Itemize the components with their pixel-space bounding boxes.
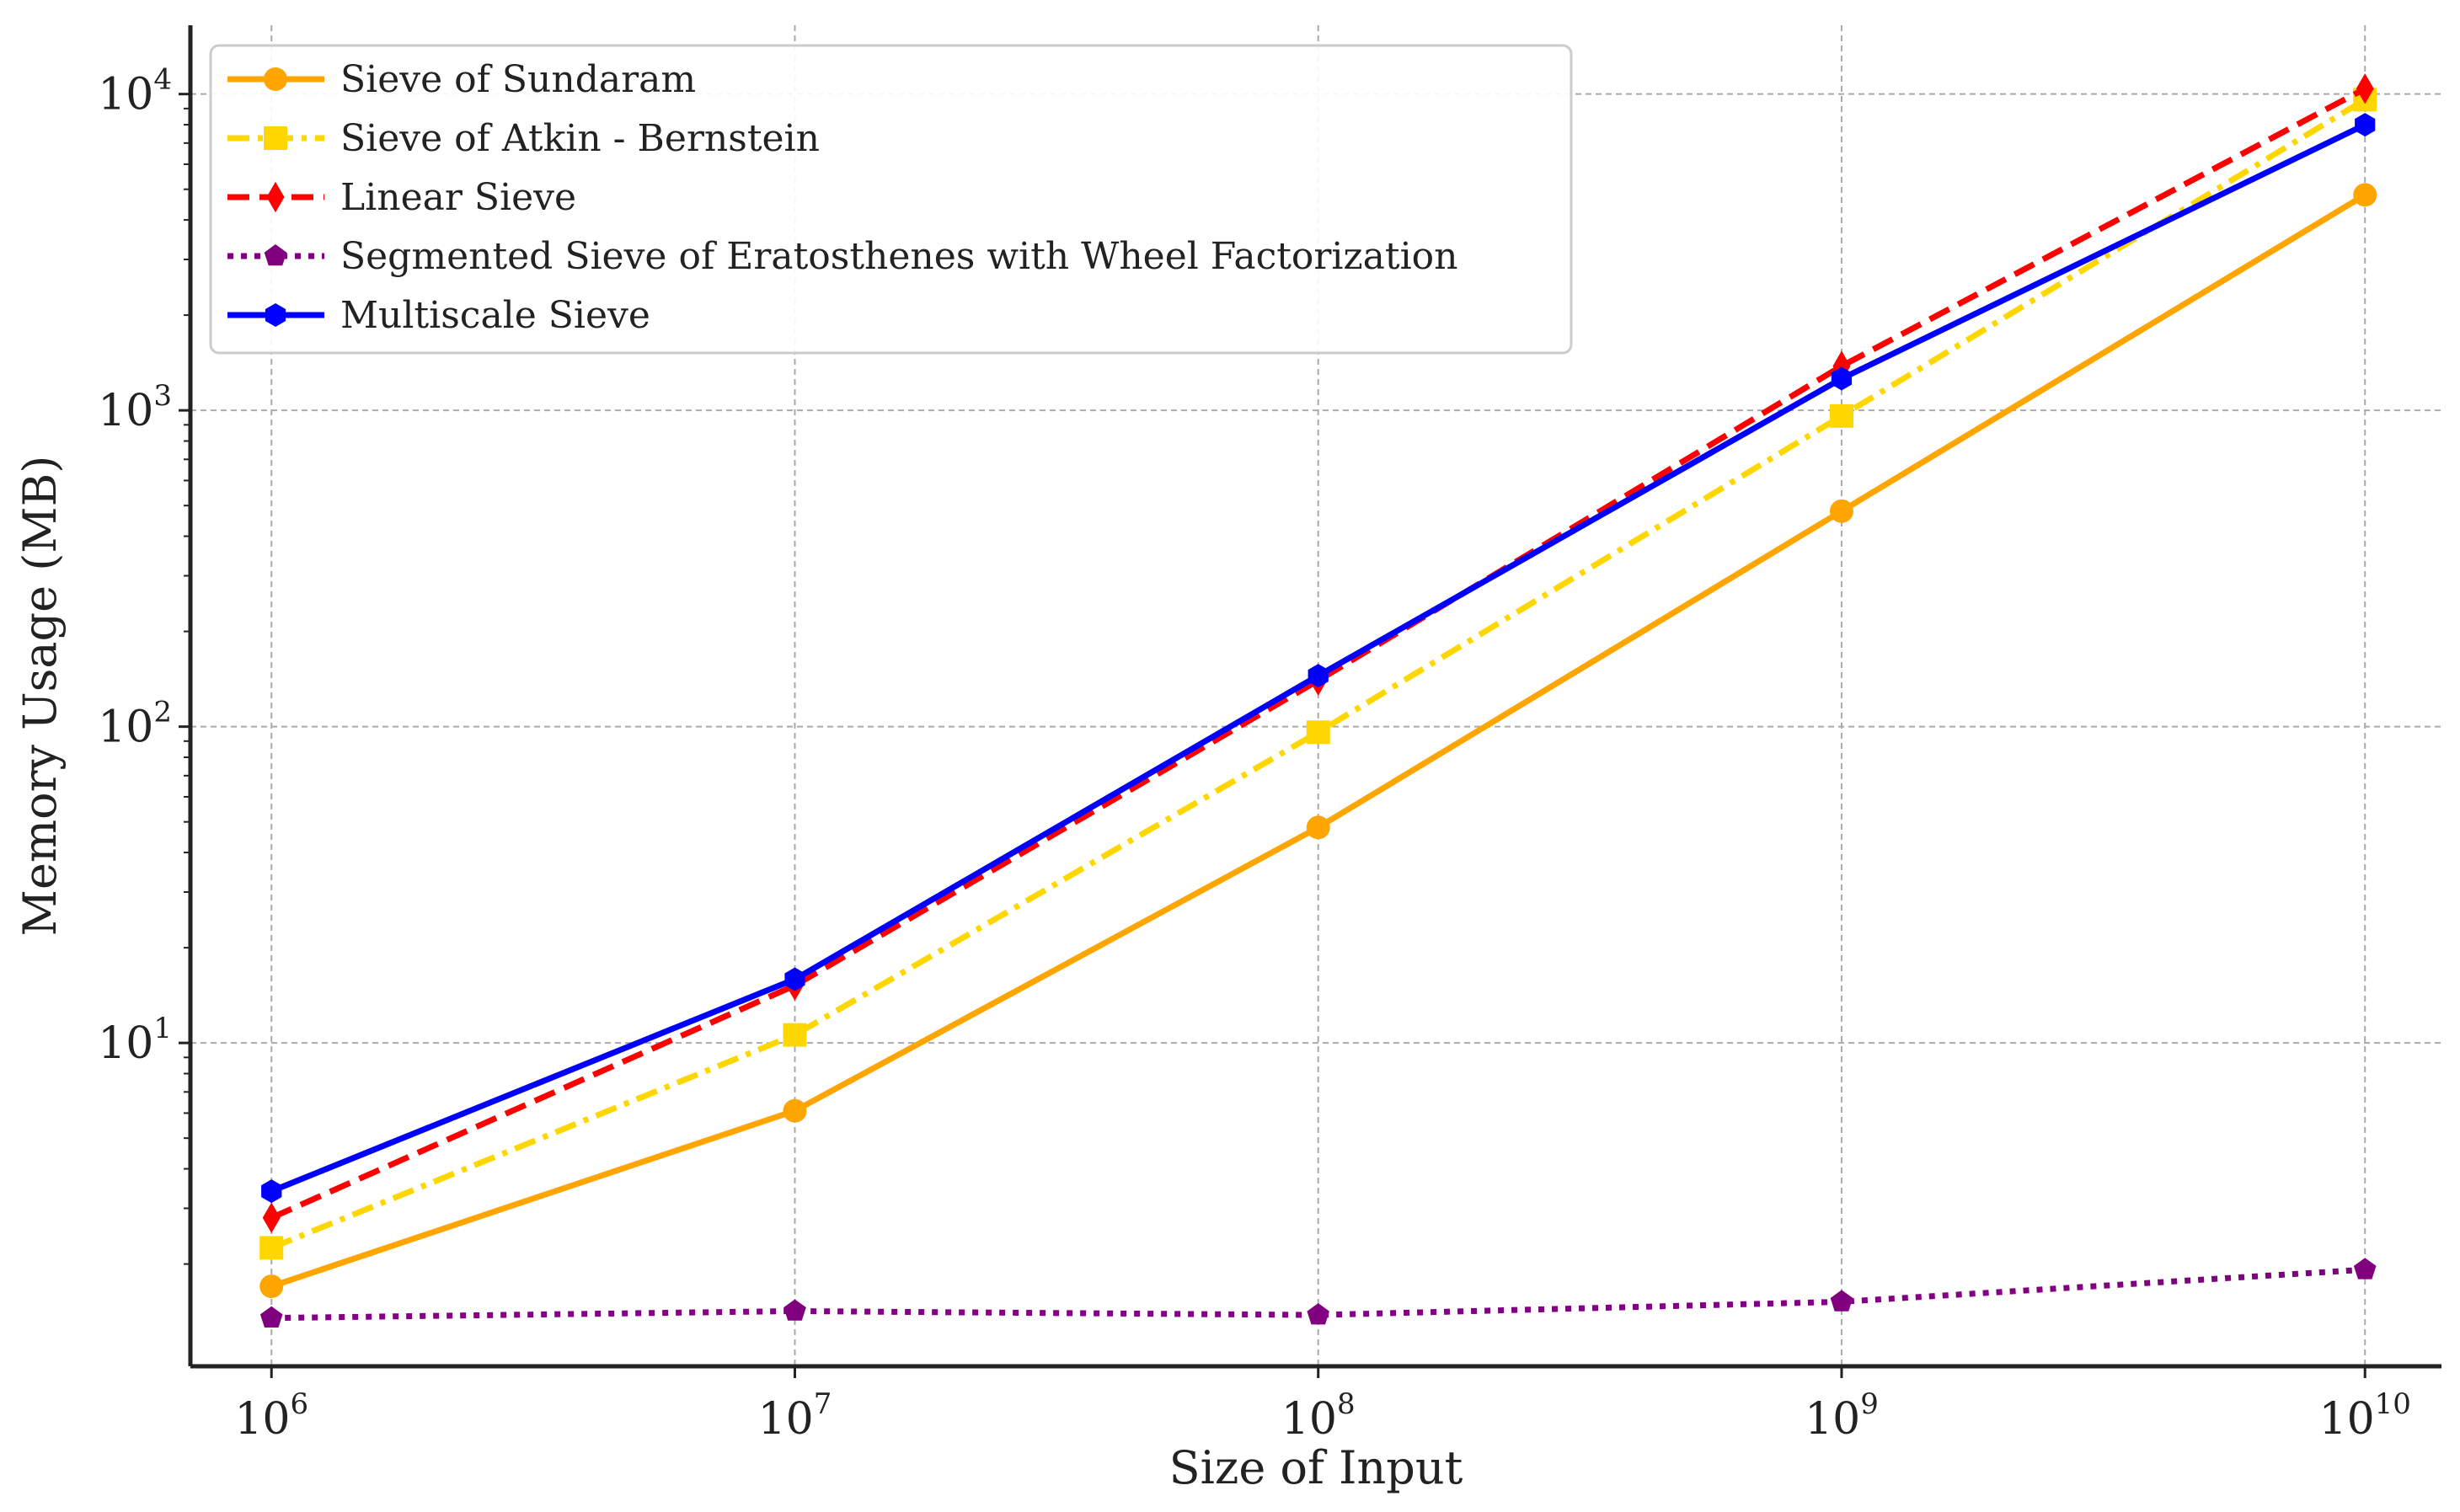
series-5 [261,113,2376,1204]
x-tick-label: 107 [758,1387,832,1445]
data-point [784,967,805,991]
legend-swatch-marker [264,244,287,266]
series-line [270,86,2366,1221]
data-point [2356,73,2374,104]
data-point [261,1179,282,1204]
legend-swatch-marker [264,126,287,150]
legend: Sieve of Sundaram Sieve of Atkin - Bernst… [209,44,1573,355]
data-point [1829,403,1853,428]
x-tick-label: 108 [1281,1387,1356,1445]
series [259,73,2377,1328]
data-point [2355,113,2376,137]
data-point [1831,366,1853,391]
data-point [783,1023,807,1047]
data-point [259,1274,284,1299]
data-point [1829,499,1853,523]
data-point [2353,183,2377,207]
data-point [1307,1303,1329,1325]
x-axis-label: Size of Input [1169,1441,1463,1494]
legend-box [209,44,1573,355]
y-tick-label: 104 [98,63,172,120]
data-point [262,1202,281,1233]
x-tick-label: 106 [234,1387,308,1445]
data-point [783,1299,806,1321]
data-point [1308,664,1329,688]
series-1 [259,183,2377,1299]
legend-label: Linear Sieve [340,176,576,219]
data-point [783,1098,807,1123]
y-tick-label: 102 [98,696,172,753]
series-2 [259,88,2377,1260]
data-point [1306,720,1330,745]
y-tick-label: 101 [98,1012,172,1069]
y-axis-label: Memory Usage (MB) [13,456,67,937]
y-tick-label: 103 [98,379,172,436]
series-4 [259,1258,2377,1328]
data-point [2353,1258,2377,1280]
legend-label: Segmented Sieve of Eratosthenes with Whe… [340,235,1458,278]
x-tick-label: 1010 [2318,1387,2410,1445]
data-point [259,1306,283,1328]
legend-swatch-marker [266,181,285,213]
tick-labels: 106 107 108 109 1010 101 102 103 104 [98,63,2411,1445]
legend-label: Sieve of Sundaram [340,58,696,101]
legend-label: Multiscale Sieve [340,294,650,337]
legend-swatch-marker [264,67,287,91]
axes [188,25,2441,1369]
data-point [1306,815,1330,840]
data-point [1830,1290,1853,1312]
legend-label: Sieve of Atkin - Bernstein [340,117,820,160]
legend-swatch-marker [265,303,286,327]
data-point [259,1236,284,1260]
x-tick-label: 109 [1805,1387,1879,1445]
